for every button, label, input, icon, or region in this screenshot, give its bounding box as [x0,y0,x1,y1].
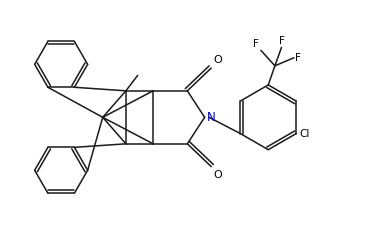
Text: F: F [295,53,301,63]
Text: O: O [213,55,222,65]
Text: F: F [279,36,285,46]
Text: O: O [213,170,222,180]
Text: Cl: Cl [299,129,310,138]
Text: N: N [207,111,215,124]
Text: F: F [253,39,259,49]
